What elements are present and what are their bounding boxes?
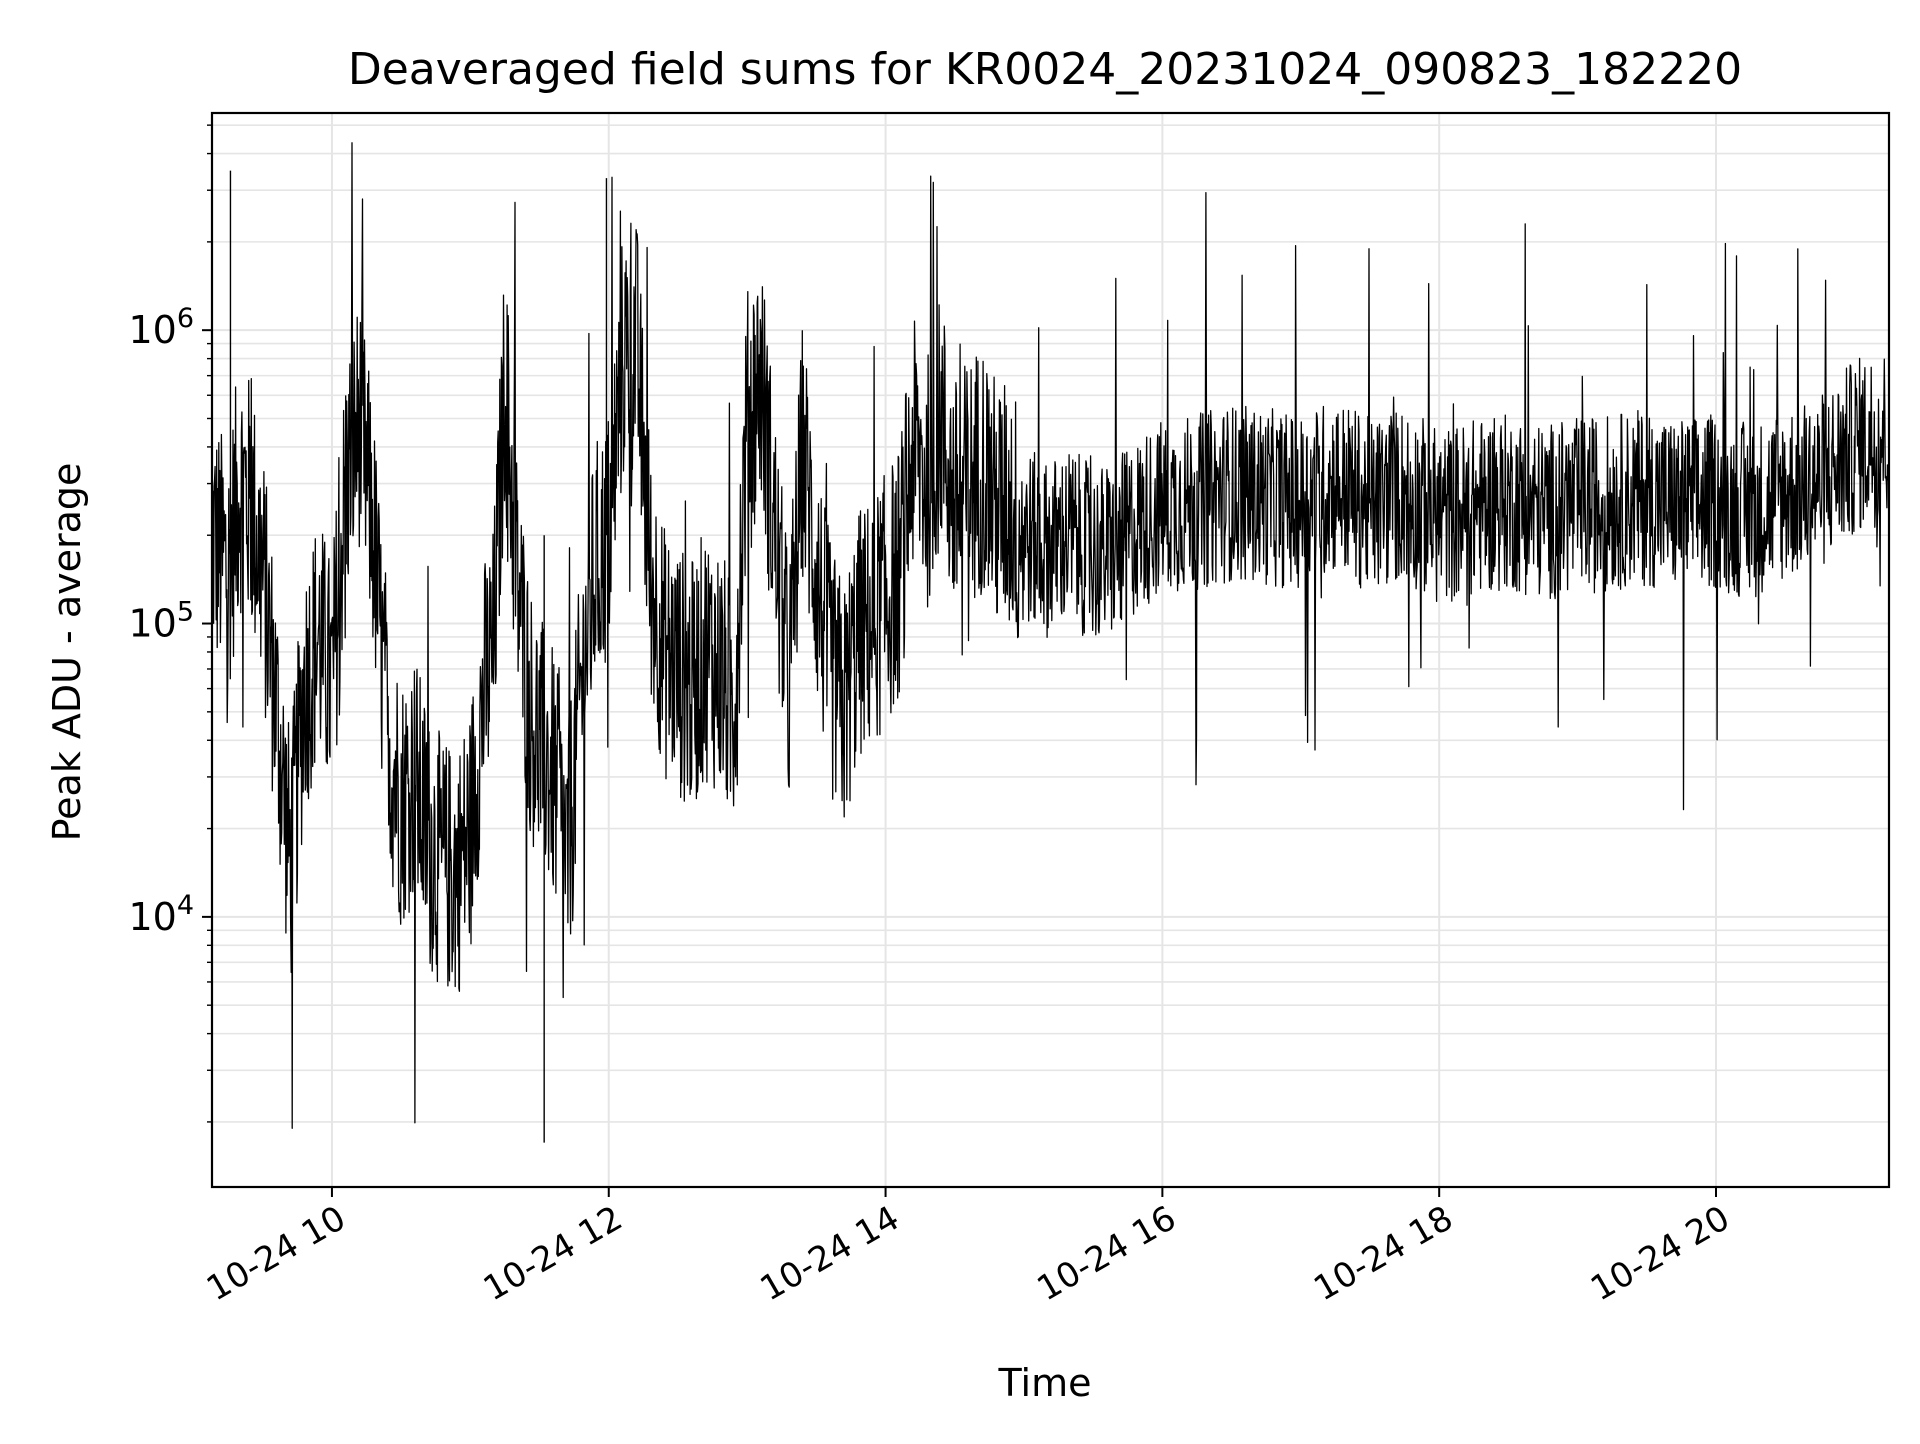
y-axis-label: Peak ADU - average bbox=[45, 463, 89, 842]
chart-title: Deaveraged field sums for KR0024_2023102… bbox=[348, 44, 1742, 95]
series-layer bbox=[211, 142, 1890, 1143]
y-tick-label: 105 bbox=[128, 597, 194, 646]
plot-frame bbox=[210, 111, 1891, 1189]
series-line bbox=[211, 142, 1890, 1129]
y-tick-label: 104 bbox=[128, 890, 194, 939]
x-axis-label: Time bbox=[998, 1361, 1092, 1405]
y-tick-label: 106 bbox=[128, 303, 194, 352]
